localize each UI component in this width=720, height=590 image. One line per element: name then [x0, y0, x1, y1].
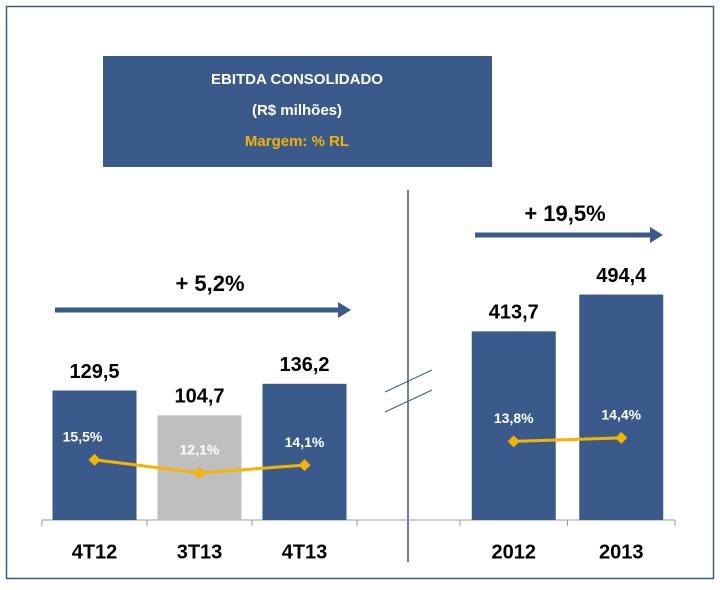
x-tick-label: 3T13 [177, 541, 223, 563]
margin-label: 12,1% [180, 442, 220, 458]
margin-label: 14,1% [285, 434, 325, 450]
bar [579, 294, 664, 520]
margin-marker [298, 459, 311, 472]
margin-marker [507, 435, 520, 448]
x-tick-label: 2012 [492, 541, 537, 563]
x-tick-label: 4T13 [282, 541, 328, 563]
margin-marker [615, 431, 628, 444]
value-label: 413,7 [489, 302, 539, 324]
chart-note: Margem: % RL [245, 133, 349, 150]
value-label: 129,5 [69, 361, 119, 383]
growth-arrow [475, 227, 663, 243]
bar [471, 331, 556, 520]
margin-label: 14,4% [601, 407, 641, 423]
growth-arrow [55, 302, 351, 318]
axis-break [384, 369, 433, 393]
chart-subtitle: (R$ milhões) [252, 102, 342, 119]
x-tick-label: 2013 [599, 541, 644, 563]
chart-title: EBITDA CONSOLIDADO [211, 71, 383, 88]
value-label: 494,4 [596, 265, 647, 287]
growth-annotation: + 19,5% [524, 201, 605, 226]
x-tick-label: 4T12 [72, 541, 118, 563]
margin-marker [88, 453, 101, 466]
margin-marker [193, 466, 206, 479]
margin-label: 13,8% [494, 410, 534, 426]
frame [5, 5, 715, 580]
margin-line [513, 436, 622, 443]
value-label: 136,2 [279, 354, 329, 376]
value-label: 104,7 [174, 386, 224, 408]
axis-break [384, 389, 433, 413]
bar [262, 383, 347, 520]
title-box [103, 56, 492, 167]
margin-label: 15,5% [63, 428, 103, 444]
growth-annotation: + 5,2% [175, 271, 244, 296]
